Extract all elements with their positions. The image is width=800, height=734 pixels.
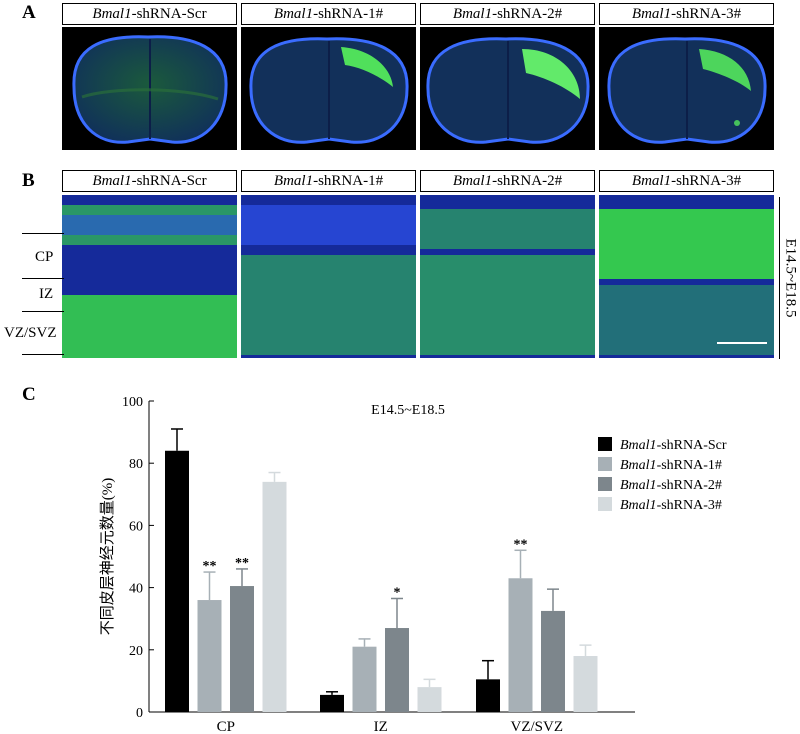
bar <box>541 610 565 712</box>
stage-bracket <box>779 197 780 359</box>
legend-swatch <box>598 477 612 491</box>
y-tick-label: 100 <box>122 395 143 410</box>
bar <box>230 586 254 712</box>
cortex-image-scr <box>62 195 237 358</box>
significance-marker: ** <box>514 537 528 552</box>
brain-section-image-3 <box>599 27 774 150</box>
y-tick-label: 60 <box>129 519 143 534</box>
layer-boundary-line <box>22 278 64 279</box>
y-tick-label: 0 <box>136 706 143 721</box>
y-tick-label: 20 <box>129 644 143 659</box>
panel-a-condition-3: Bmal1 -shRNA-3# <box>599 3 774 25</box>
bar <box>197 600 222 712</box>
panel-a-condition-2: Bmal1 -shRNA-2# <box>420 3 595 25</box>
y-tick-label: 80 <box>129 457 143 472</box>
panel-b-stage-label: E14.5~E18.5 <box>782 238 799 318</box>
bar <box>352 646 377 712</box>
legend-label: Bmal1-shRNA-1# <box>620 458 722 473</box>
panel-b-condition-3: Bmal1 -shRNA-3# <box>599 170 774 192</box>
bar <box>165 450 189 712</box>
bar <box>417 687 442 712</box>
layer-boundary-line <box>22 233 64 234</box>
layer-boundary-line <box>22 354 64 355</box>
panel-a-condition-1: Bmal1 -shRNA-1# <box>241 3 416 25</box>
bar <box>320 694 344 712</box>
layer-label-vzsvz: VZ/SVZ <box>4 325 57 341</box>
bar <box>573 656 598 712</box>
cortex-image-1 <box>241 195 416 358</box>
legend-swatch <box>598 497 612 511</box>
bar <box>508 578 533 712</box>
bar-chart: 不同皮层神经元数量(%) E14.5~E18.5 0 20 40 60 80 100 CP I… <box>99 395 727 734</box>
significance-marker: ** <box>203 559 217 574</box>
cortex-image-2 <box>420 195 595 358</box>
chart-title: E14.5~E18.5 <box>371 403 445 418</box>
cortex-image-3 <box>599 195 774 358</box>
brain-section-image-scr <box>62 27 237 150</box>
layer-boundary-line <box>22 311 64 312</box>
legend-label: Bmal1-shRNA-3# <box>620 498 722 513</box>
brain-section-image-2 <box>420 27 595 150</box>
brain-section-image-1 <box>241 27 416 150</box>
legend-label: Bmal1-shRNA-Scr <box>620 438 727 453</box>
x-tick-label: IZ <box>374 719 388 734</box>
significance-marker: * <box>394 585 401 600</box>
legend-label: Bmal1-shRNA-2# <box>620 478 722 493</box>
panel-b-condition-scr: Bmal1 -shRNA-Scr <box>62 170 237 192</box>
y-axis-label: 不同皮层神经元数量(%) <box>99 478 116 636</box>
significance-marker: ** <box>235 556 249 571</box>
bar <box>385 628 409 712</box>
panel-b-condition-2: Bmal1 -shRNA-2# <box>420 170 595 192</box>
legend-swatch <box>598 457 612 471</box>
bar <box>476 679 500 712</box>
panel-letter-a: A <box>22 2 36 23</box>
x-tick-label: CP <box>217 719 235 734</box>
layer-label-iz: IZ <box>39 286 54 302</box>
bar <box>262 481 287 712</box>
panel-a-condition-scr: Bmal1 -shRNA-Scr <box>62 3 237 25</box>
panel-letter-b: B <box>22 170 35 191</box>
panel-letter-c: C <box>22 384 36 405</box>
legend-swatch <box>598 437 612 451</box>
y-tick-label: 40 <box>129 582 143 597</box>
x-tick-label: VZ/SVZ <box>511 719 564 734</box>
panel-b-condition-1: Bmal1 -shRNA-1# <box>241 170 416 192</box>
layer-label-cp: CP <box>35 249 54 265</box>
